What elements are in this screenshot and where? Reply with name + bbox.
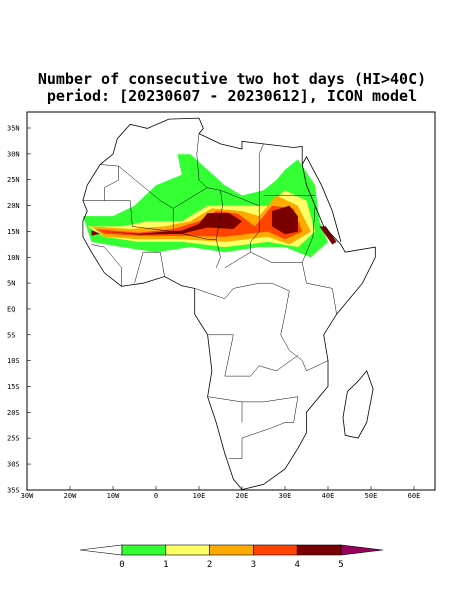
colorbar-segment	[253, 544, 298, 556]
lon-label: 30E	[279, 492, 292, 500]
border	[301, 262, 337, 315]
lon-label: 0	[154, 492, 158, 500]
border	[173, 231, 217, 240]
heat-area	[95, 205, 303, 240]
lat-label: 5N	[7, 280, 15, 288]
lat-label: 35N	[7, 125, 20, 133]
heat-area	[319, 226, 337, 245]
border	[250, 205, 316, 263]
lon-label: 30W	[21, 492, 34, 500]
colorbar-label: 4	[294, 560, 299, 570]
lat-label: 10N	[7, 254, 20, 262]
lat-label: 20S	[7, 409, 20, 417]
border	[134, 251, 165, 284]
lat-label: 5S	[7, 331, 15, 339]
lat-label: 25N	[7, 176, 20, 184]
lon-label: 10W	[107, 492, 120, 500]
lon-label: 20E	[236, 492, 249, 500]
colorbar-segment	[165, 544, 210, 556]
lat-label: 15S	[7, 383, 20, 391]
border	[118, 133, 208, 209]
title-line-1: Number of consecutive two hot days (HI>4…	[38, 70, 426, 88]
border	[82, 164, 119, 201]
border	[104, 200, 174, 232]
lon-label: 50E	[365, 492, 378, 500]
border	[207, 334, 299, 377]
heat-area	[272, 205, 298, 235]
border	[194, 282, 329, 372]
colorbar-segment	[209, 544, 254, 556]
colorbar-label: 0	[119, 560, 124, 570]
lat-label: 30N	[7, 150, 20, 158]
colorbar-label: 3	[251, 560, 256, 570]
border	[91, 244, 122, 287]
title-line-2: period: [20230607 - 20230612], ICON mode…	[47, 87, 417, 105]
colorbar: 0 1 2 3 4 5	[79, 544, 384, 570]
lon-label: 10E	[193, 492, 206, 500]
lat-label: EQ	[7, 305, 15, 313]
lat-label: 30S	[7, 461, 20, 469]
border	[207, 396, 299, 459]
lon-label: 40E	[322, 492, 335, 500]
lat-label: 15N	[7, 228, 20, 236]
colorbar-label: 1	[163, 560, 168, 570]
coastline	[82, 117, 376, 491]
lat-label: 10S	[7, 357, 20, 365]
lat-label: 25S	[7, 435, 20, 443]
arabia-coast	[301, 155, 342, 243]
lat-label: 35S	[7, 486, 20, 494]
colorbar-segment	[296, 544, 342, 556]
colorbar-segment	[79, 544, 123, 556]
colorbar-segment	[121, 544, 167, 556]
border	[224, 251, 251, 268]
madagascar	[342, 370, 374, 439]
lat-label: 20N	[7, 202, 20, 210]
map	[82, 117, 376, 491]
heat-area	[104, 213, 243, 235]
colorbar-label: 2	[207, 560, 212, 570]
lon-label: 20W	[64, 492, 77, 500]
lon-label: 60E	[408, 492, 421, 500]
heat-area	[91, 230, 101, 236]
map-frame	[26, 111, 436, 491]
colorbar-segment	[340, 544, 384, 556]
colorbar-label: 5	[338, 560, 343, 570]
